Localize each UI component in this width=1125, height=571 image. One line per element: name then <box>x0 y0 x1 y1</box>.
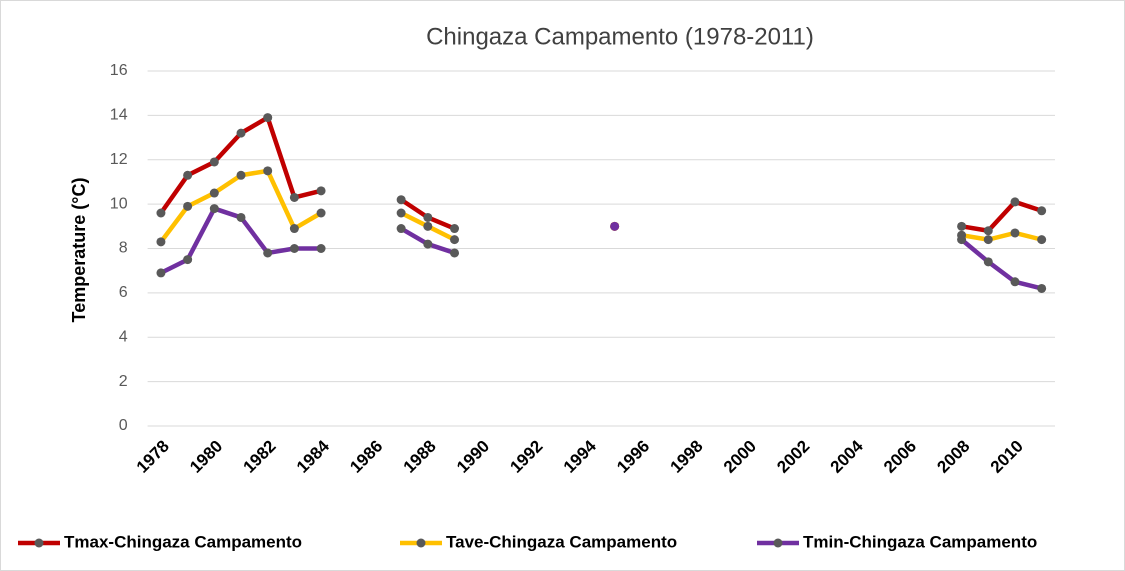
y-tick-label: 0 <box>119 417 128 434</box>
y-tick-label: 10 <box>110 195 128 212</box>
data-point <box>263 248 273 258</box>
data-point <box>423 212 433 222</box>
data-point <box>183 170 193 180</box>
legend-label: Tave-Chingaza Campamento <box>446 532 677 551</box>
data-point <box>289 224 299 234</box>
data-point <box>983 226 993 236</box>
data-point <box>156 268 166 278</box>
data-point <box>289 244 299 253</box>
data-point <box>450 235 460 245</box>
y-tick-label: 16 <box>110 62 128 79</box>
data-point <box>423 239 433 249</box>
data-point <box>289 192 299 202</box>
y-tick-label: 2 <box>119 373 128 390</box>
data-point <box>156 237 166 247</box>
data-point <box>957 235 967 245</box>
data-point <box>1037 235 1047 245</box>
data-point <box>316 186 326 196</box>
data-point <box>450 248 460 258</box>
data-point <box>183 201 193 211</box>
data-point <box>236 128 246 138</box>
legend-marker <box>34 538 44 548</box>
y-tick-label: 8 <box>119 240 128 257</box>
data-point <box>1010 197 1020 207</box>
y-tick-label: 14 <box>110 107 128 124</box>
data-point <box>1010 228 1020 238</box>
legend-label: Tmax-Chingaza Campamento <box>64 532 302 551</box>
data-point <box>209 188 219 198</box>
data-point <box>1010 277 1020 287</box>
data-point <box>957 221 967 231</box>
legend-marker <box>416 538 426 548</box>
data-point <box>236 170 246 180</box>
data-point <box>396 195 406 205</box>
data-point <box>209 157 219 167</box>
data-point <box>236 212 246 222</box>
y-tick-label: 4 <box>119 328 128 345</box>
data-point <box>423 221 433 231</box>
data-point <box>316 208 326 218</box>
data-point <box>610 221 620 231</box>
data-point <box>263 166 273 176</box>
y-tick-label: 6 <box>119 284 128 301</box>
data-point <box>183 255 193 265</box>
data-point <box>983 257 993 267</box>
y-axis-title: Temperature (°C) <box>69 178 89 323</box>
data-point <box>209 204 219 214</box>
data-point <box>316 244 326 253</box>
data-point <box>1037 206 1047 216</box>
data-point <box>263 113 273 123</box>
data-point <box>396 208 406 218</box>
data-point <box>1037 283 1047 293</box>
legend-label: Tmin-Chingaza Campamento <box>803 532 1037 551</box>
data-point <box>156 208 166 218</box>
data-point <box>450 224 460 234</box>
legend-marker <box>773 538 783 548</box>
data-point <box>396 224 406 234</box>
y-tick-label: 12 <box>110 151 128 168</box>
data-point <box>983 235 993 245</box>
chart-title: Chingaza Campamento (1978-2011) <box>426 23 814 50</box>
